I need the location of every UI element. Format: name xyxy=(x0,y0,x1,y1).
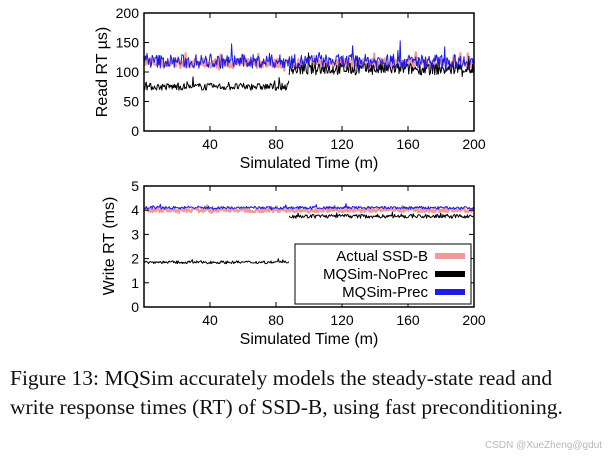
write-y-tick-label: 5 xyxy=(131,178,139,194)
write-plot-frame xyxy=(143,185,475,308)
read-x-tick-label: 120 xyxy=(330,136,354,152)
read-y-tick-label: 0 xyxy=(131,123,139,139)
legend: Actual SSD-B MQSim-NoPrec MQSim-Prec xyxy=(294,243,472,305)
read-y-tick-label: 150 xyxy=(116,35,140,51)
read-x-tick-label: 160 xyxy=(396,136,420,152)
figure-caption: Figure 13: MQSim accurately models the s… xyxy=(10,366,563,419)
write-y-tick-label: 0 xyxy=(131,299,139,315)
write-x-tick-label: 80 xyxy=(268,312,284,328)
read-series-mqsim-prec-segment-0 xyxy=(143,40,475,73)
read-x-tick-label: 80 xyxy=(268,136,284,152)
write-series-mqsim-prec-segment-0 xyxy=(143,203,475,211)
write-x-tick-label: 120 xyxy=(330,312,354,328)
write-rt-chart: 0 1 2 3 4 5 40 80 120 160 200 Simulated Time (m) W… xyxy=(101,178,486,348)
read-x-axis-label: Simulated Time (m) xyxy=(240,155,379,172)
legend-label-actual: Actual SSD-B xyxy=(336,248,428,265)
read-series-mqsim-noprec-segment-0 xyxy=(143,76,290,91)
watermark: CSDN @XueZheng@gdut xyxy=(484,440,602,451)
read-ticks: 0 50 100 150 200 40 80 120 160 200 xyxy=(116,5,486,152)
write-y-tick-label: 4 xyxy=(131,202,139,218)
write-y-tick-label: 1 xyxy=(131,275,139,291)
read-y-tick-label: 50 xyxy=(123,94,139,110)
read-series-layer xyxy=(142,40,475,91)
write-series-actual-ssd-b-segment-0 xyxy=(143,204,475,215)
write-ticks: 0 1 2 3 4 5 40 80 120 160 200 xyxy=(131,178,486,328)
read-x-tick-label: 40 xyxy=(202,136,218,152)
read-y-tick-label: 200 xyxy=(116,5,140,21)
read-x-tick-label: 200 xyxy=(462,136,486,152)
legend-label-noprec: MQSim-NoPrec xyxy=(323,266,429,283)
write-y-axis-label: Write RT (ms) xyxy=(101,197,118,296)
write-x-tick-label: 40 xyxy=(202,312,218,328)
write-series-layer xyxy=(143,203,475,265)
write-y-tick-label: 2 xyxy=(131,251,139,267)
write-x-axis-label: Simulated Time (m) xyxy=(240,331,379,348)
legend-label-prec: MQSim-Prec xyxy=(342,284,428,301)
read-rt-chart: 0 50 100 150 200 40 80 120 160 200 Simulated Time… xyxy=(94,5,486,172)
write-x-tick-label: 160 xyxy=(396,312,420,328)
read-y-axis-label: Read RT µs) xyxy=(94,27,111,117)
write-y-tick-label: 3 xyxy=(131,226,139,242)
read-y-tick-label: 100 xyxy=(116,64,140,80)
write-series-mqsim-noprec-segment-1 xyxy=(288,211,474,219)
write-series-mqsim-noprec-segment-0 xyxy=(143,258,290,265)
write-x-tick-label: 200 xyxy=(462,312,486,328)
